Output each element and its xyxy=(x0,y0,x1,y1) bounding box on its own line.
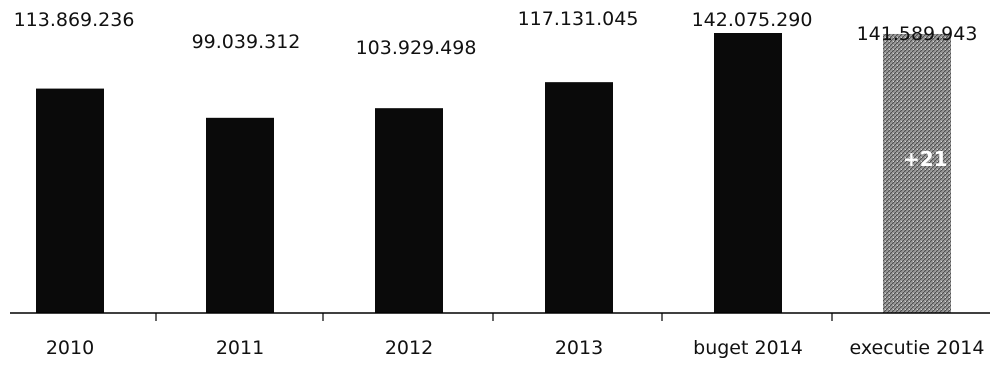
value-label: 113.869.236 xyxy=(14,9,135,31)
bar-executie-2014 xyxy=(883,33,951,314)
category-labels: 2010 2011 2012 2013 buget 2014 executie 2014 xyxy=(46,337,985,359)
value-label: 142.075.290 xyxy=(692,9,813,31)
x-axis-ticks xyxy=(155,313,833,321)
value-labels: 113.869.236 99.039.312 103.929.498 117.131.… xyxy=(14,8,978,59)
bar-2012 xyxy=(375,108,443,314)
category-label: 2010 xyxy=(46,337,94,359)
bar-overlay-text: +21 xyxy=(903,147,948,171)
value-label: 141.589.943 xyxy=(857,23,978,45)
bars xyxy=(36,33,951,314)
bar-buget-2014 xyxy=(714,33,782,313)
category-label: 2012 xyxy=(385,337,433,359)
value-label: 103.929.498 xyxy=(356,37,477,59)
category-label: 2013 xyxy=(555,337,603,359)
category-label: executie 2014 xyxy=(849,337,984,359)
bar-2013 xyxy=(545,82,613,314)
category-label: 2011 xyxy=(216,337,264,359)
category-label: buget 2014 xyxy=(693,337,803,359)
value-label: 99.039.312 xyxy=(192,31,301,53)
value-label: 117.131.045 xyxy=(518,8,639,30)
bar-2011 xyxy=(206,117,274,314)
bar-2010 xyxy=(36,88,104,313)
